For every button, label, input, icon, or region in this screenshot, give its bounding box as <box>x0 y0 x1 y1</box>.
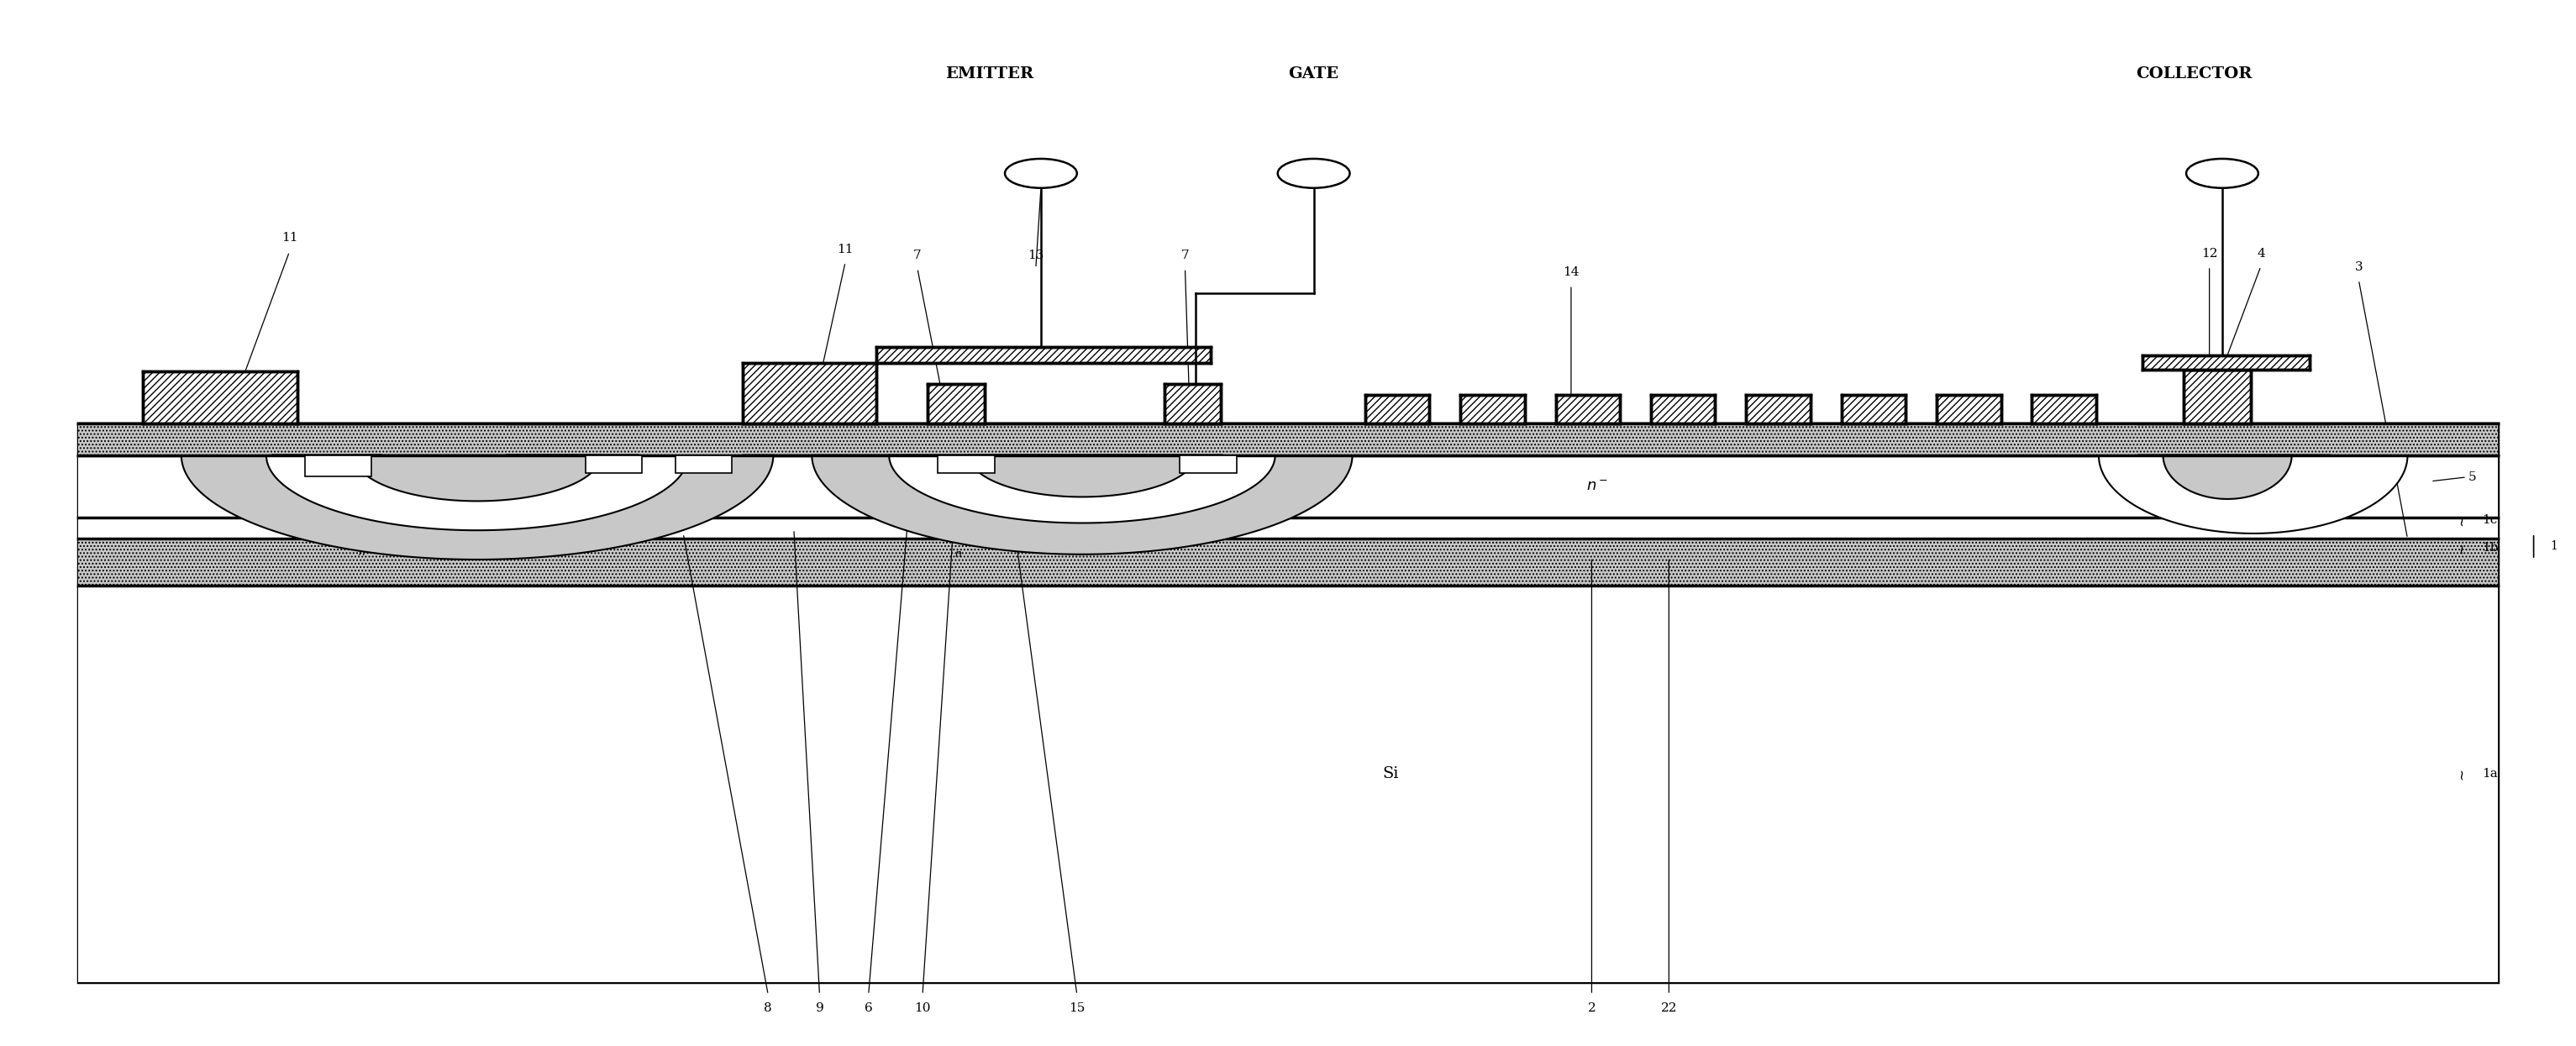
Text: $n^+$: $n^+$ <box>1023 485 1038 498</box>
Text: $p^+$: $p^+$ <box>392 518 407 532</box>
Bar <box>1747 394 1811 424</box>
Bar <box>639 424 742 455</box>
Polygon shape <box>353 455 600 501</box>
Polygon shape <box>969 455 1195 497</box>
Polygon shape <box>889 455 1275 523</box>
Text: COLLECTOR: COLLECTOR <box>2136 67 2251 82</box>
Text: $n$: $n$ <box>2326 505 2334 516</box>
Text: 2: 2 <box>1587 1002 1595 1015</box>
Text: 11: 11 <box>837 244 853 255</box>
Text: 11: 11 <box>281 232 299 244</box>
Text: $p$: $p$ <box>456 546 464 559</box>
Text: ~: ~ <box>2455 514 2470 526</box>
Text: Si: Si <box>1383 766 1399 781</box>
Bar <box>1651 394 1716 424</box>
Polygon shape <box>265 455 688 530</box>
Bar <box>77 539 2499 586</box>
Bar <box>142 371 296 424</box>
Bar <box>675 455 732 473</box>
Text: 5: 5 <box>2468 471 2476 483</box>
Bar <box>1352 424 2138 455</box>
Bar <box>77 586 2499 982</box>
Text: $n^+$: $n^+$ <box>1198 485 1213 498</box>
Bar <box>2032 394 2097 424</box>
Polygon shape <box>180 455 773 560</box>
Text: 1c: 1c <box>2483 514 2499 526</box>
Bar <box>876 346 1211 363</box>
Bar <box>2331 424 2499 455</box>
Text: $p^+$: $p^+$ <box>958 517 974 531</box>
Text: $n$: $n$ <box>956 549 963 560</box>
Text: 9: 9 <box>817 1002 824 1015</box>
Polygon shape <box>2164 455 2293 499</box>
Bar <box>2143 355 2311 369</box>
Text: $n$: $n$ <box>974 524 984 537</box>
Text: $p$: $p$ <box>513 485 520 498</box>
Bar <box>77 424 270 455</box>
Text: GATE: GATE <box>1288 67 1340 82</box>
Bar <box>304 455 371 476</box>
Text: 7: 7 <box>914 250 922 262</box>
Polygon shape <box>811 455 1352 554</box>
Bar <box>77 424 2499 982</box>
Text: 1b: 1b <box>2481 542 2499 554</box>
Bar <box>1164 384 1221 424</box>
Text: 13: 13 <box>1028 250 1043 262</box>
Text: $n^-$: $n^-$ <box>1587 479 1607 494</box>
Text: 15: 15 <box>1069 1002 1084 1015</box>
Text: $n$: $n$ <box>358 547 366 558</box>
Text: 22: 22 <box>1662 1002 1677 1015</box>
Text: 1: 1 <box>2550 540 2558 552</box>
Text: $n^+$: $n^+$ <box>863 485 878 498</box>
Text: ~: ~ <box>2455 768 2470 779</box>
Bar <box>1842 394 1906 424</box>
Bar <box>1224 424 1365 455</box>
Bar <box>77 455 2499 518</box>
Text: 3: 3 <box>2354 262 2362 273</box>
Text: $p$: $p$ <box>1131 485 1139 498</box>
Bar <box>1937 394 2002 424</box>
Text: $n^+$: $n^+$ <box>384 485 399 498</box>
Bar <box>77 424 2499 455</box>
Bar <box>381 424 505 455</box>
Text: 14: 14 <box>1564 267 1579 278</box>
Bar <box>742 363 876 424</box>
Text: 4: 4 <box>2257 248 2264 259</box>
Text: 10: 10 <box>914 1002 930 1015</box>
Text: 12: 12 <box>2200 248 2218 259</box>
Bar <box>927 384 984 424</box>
Text: EMITTER: EMITTER <box>945 67 1033 82</box>
Bar <box>1461 394 1525 424</box>
Polygon shape <box>2099 455 2409 533</box>
Text: 7: 7 <box>1180 250 1190 262</box>
Text: 1a: 1a <box>2483 768 2499 779</box>
Bar <box>585 455 641 473</box>
Bar <box>1180 455 1236 473</box>
Text: 6: 6 <box>866 1002 873 1015</box>
Text: $p^+$: $p^+$ <box>2213 503 2228 518</box>
Text: ~: ~ <box>2455 542 2470 554</box>
Bar <box>1365 394 1430 424</box>
Text: $p$: $p$ <box>945 485 953 498</box>
Bar <box>1556 394 1620 424</box>
Bar <box>2184 369 2251 424</box>
Text: 8: 8 <box>765 1002 773 1015</box>
Bar <box>938 455 994 473</box>
Bar <box>77 518 2499 539</box>
